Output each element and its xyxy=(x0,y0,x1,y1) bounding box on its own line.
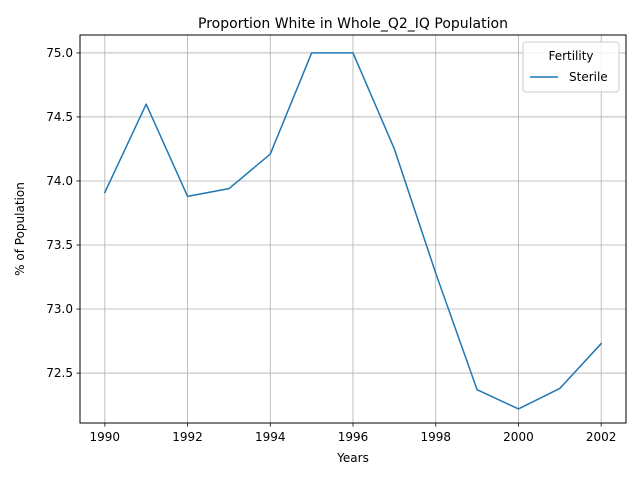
x-tick-label: 1998 xyxy=(420,430,451,444)
y-tick-label: 74.5 xyxy=(46,110,73,124)
y-tick-label: 75.0 xyxy=(46,46,73,60)
legend-label-sterile: Sterile xyxy=(569,70,608,84)
y-axis-label: % of Population xyxy=(13,182,27,276)
y-tick-label: 74.0 xyxy=(46,174,73,188)
x-tick-label: 1996 xyxy=(338,430,369,444)
y-tick-label: 72.5 xyxy=(46,366,73,380)
chart-title: Proportion White in Whole_Q2_IQ Populati… xyxy=(198,16,508,32)
x-tick-label: 2000 xyxy=(503,430,534,444)
y-tick-label: 73.5 xyxy=(46,238,73,252)
legend: Fertility Sterile xyxy=(523,42,619,92)
x-tick-label: 2002 xyxy=(586,430,617,444)
x-tick-label: 1992 xyxy=(172,430,203,444)
legend-title: Fertility xyxy=(548,49,593,63)
x-axis-label: Years xyxy=(336,451,369,465)
x-tick-label: 1994 xyxy=(255,430,286,444)
x-tick-label: 1990 xyxy=(90,430,121,444)
y-tick-label: 73.0 xyxy=(46,302,73,316)
